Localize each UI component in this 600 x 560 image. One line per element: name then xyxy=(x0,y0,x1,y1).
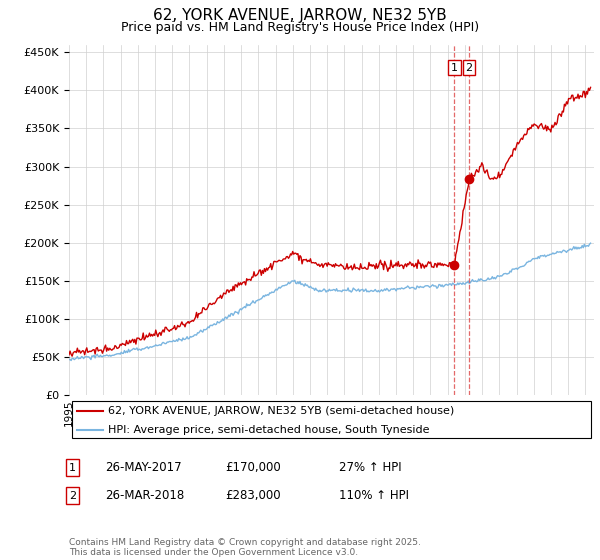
Text: 1: 1 xyxy=(69,463,76,473)
Text: 26-MAY-2017: 26-MAY-2017 xyxy=(105,461,182,474)
Text: £170,000: £170,000 xyxy=(225,461,281,474)
Text: HPI: Average price, semi-detached house, South Tyneside: HPI: Average price, semi-detached house,… xyxy=(109,424,430,435)
Text: 2: 2 xyxy=(69,491,76,501)
Text: Contains HM Land Registry data © Crown copyright and database right 2025.
This d: Contains HM Land Registry data © Crown c… xyxy=(69,538,421,557)
Text: 27% ↑ HPI: 27% ↑ HPI xyxy=(339,461,401,474)
Text: 26-MAR-2018: 26-MAR-2018 xyxy=(105,489,184,502)
Text: 62, YORK AVENUE, JARROW, NE32 5YB (semi-detached house): 62, YORK AVENUE, JARROW, NE32 5YB (semi-… xyxy=(109,405,455,416)
FancyBboxPatch shape xyxy=(71,402,592,437)
Text: 110% ↑ HPI: 110% ↑ HPI xyxy=(339,489,409,502)
Text: 62, YORK AVENUE, JARROW, NE32 5YB: 62, YORK AVENUE, JARROW, NE32 5YB xyxy=(153,8,447,24)
Text: Price paid vs. HM Land Registry's House Price Index (HPI): Price paid vs. HM Land Registry's House … xyxy=(121,21,479,34)
Text: £283,000: £283,000 xyxy=(225,489,281,502)
Text: 2: 2 xyxy=(465,63,472,73)
Text: 1: 1 xyxy=(451,63,458,73)
